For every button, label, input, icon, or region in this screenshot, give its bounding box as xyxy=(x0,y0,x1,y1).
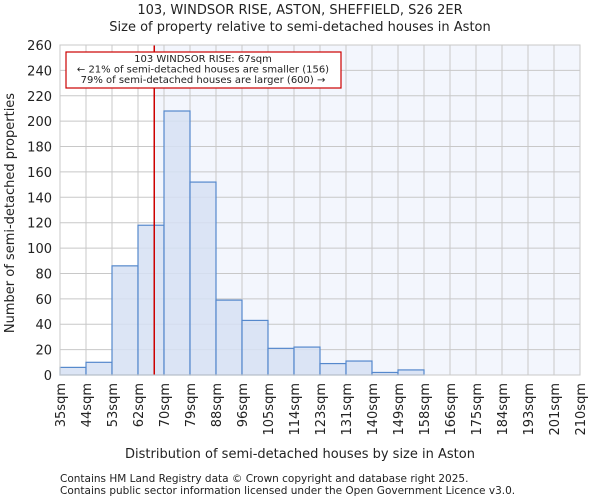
x-tick-label: 131sqm xyxy=(340,383,355,436)
histogram-bar xyxy=(111,265,139,376)
y-tick-label: 180 xyxy=(27,141,52,156)
y-tick-label: 0 xyxy=(44,369,52,384)
chart-title: 103, WINDSOR RISE, ASTON, SHEFFIELD, S26… xyxy=(137,3,462,18)
y-tick-label: 160 xyxy=(27,166,52,181)
x-tick-label: 96sqm xyxy=(236,383,251,427)
x-tick-label: 53sqm xyxy=(106,383,121,427)
x-tick-label: 114sqm xyxy=(288,383,303,436)
x-tick-label: 149sqm xyxy=(392,383,407,436)
x-tick-label: 44sqm xyxy=(80,383,95,427)
histogram-bar xyxy=(59,366,87,376)
x-tick-label: 70sqm xyxy=(158,383,173,427)
y-tick-label: 80 xyxy=(35,267,52,282)
annotation-line: ← 21% of semi-detached houses are smalle… xyxy=(77,65,329,76)
y-tick-label: 260 xyxy=(27,39,52,54)
x-tick-label: 62sqm xyxy=(132,383,147,427)
x-tick-label: 158sqm xyxy=(418,383,433,436)
histogram-bar xyxy=(397,369,425,376)
y-tick-label: 60 xyxy=(35,293,52,308)
x-tick-label: 210sqm xyxy=(574,383,589,436)
plot-frame xyxy=(59,44,581,376)
y-tick-label: 220 xyxy=(27,90,52,105)
annotation-line: 103 WINDSOR RISE: 67sqm xyxy=(134,54,272,65)
x-tick-label: 79sqm xyxy=(184,383,199,427)
y-axis-label: Number of semi-detached properties xyxy=(3,93,18,333)
y-tick-label: 100 xyxy=(27,242,52,257)
x-tick-label: 35sqm xyxy=(54,383,69,427)
footer-line-1: Contains HM Land Registry data © Crown c… xyxy=(60,473,468,485)
histogram-bar xyxy=(137,224,165,376)
y-tick-label: 120 xyxy=(27,217,52,232)
y-tick-label: 40 xyxy=(35,318,52,333)
footer-line-2: Contains public sector information licen… xyxy=(60,485,515,497)
y-tick-label: 20 xyxy=(35,344,52,359)
x-axis-label: Distribution of semi-detached houses by … xyxy=(125,447,475,462)
histogram-bar xyxy=(163,110,191,376)
y-tick-label: 140 xyxy=(27,191,52,206)
annotation-line: 79% of semi-detached houses are larger (… xyxy=(81,75,326,86)
x-tick-label: 123sqm xyxy=(314,383,329,436)
histogram-bar xyxy=(345,360,373,376)
x-tick-label: 105sqm xyxy=(262,383,277,436)
x-tick-label: 166sqm xyxy=(444,383,459,436)
x-tick-label: 201sqm xyxy=(548,383,563,436)
annotation-box xyxy=(65,51,342,89)
histogram-bar xyxy=(293,346,321,376)
histogram-bar xyxy=(85,361,113,376)
x-tick-label: 193sqm xyxy=(522,383,537,436)
x-tick-label: 88sqm xyxy=(210,383,225,427)
histogram-bar xyxy=(319,362,347,376)
histogram-bar xyxy=(267,347,295,376)
histogram-bar xyxy=(241,319,269,376)
histogram-bar xyxy=(189,181,217,376)
chart-subtitle: Size of property relative to semi-detach… xyxy=(109,20,490,35)
histogram-bar xyxy=(215,299,243,376)
y-tick-label: 200 xyxy=(27,115,52,130)
y-tick-label: 240 xyxy=(27,64,52,79)
x-tick-label: 140sqm xyxy=(366,383,381,436)
x-tick-label: 184sqm xyxy=(496,383,511,436)
x-tick-label: 175sqm xyxy=(470,383,485,436)
